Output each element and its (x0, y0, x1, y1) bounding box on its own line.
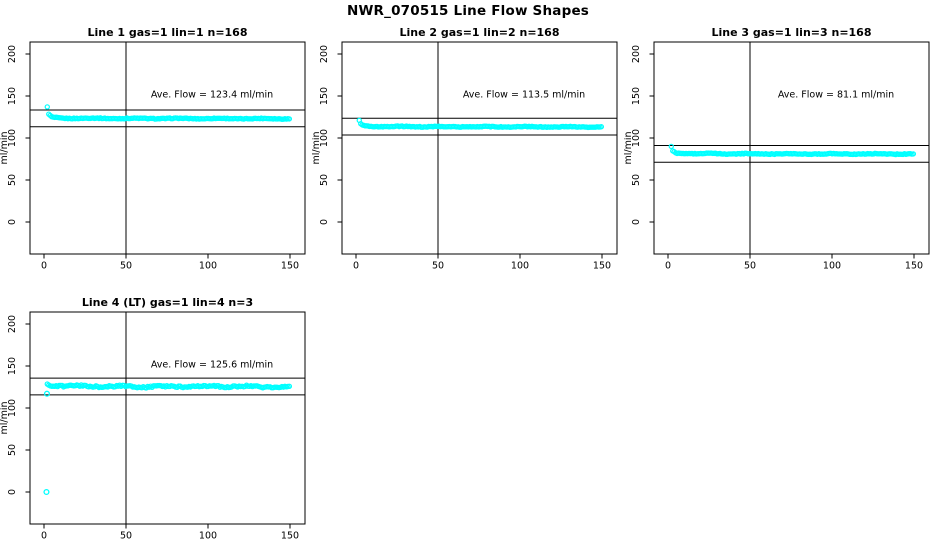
flow-panel-3: Line 3 gas=1 lin=3 n=168 0 50 100 150 200 ml/m… (623, 0, 936, 272)
y-tick-label: 100 (319, 129, 330, 147)
plot-border (341, 41, 618, 255)
x-tick-label: 0 (41, 531, 47, 540)
y-tick-label: 0 (631, 219, 642, 225)
x-tick-label: 100 (823, 261, 841, 271)
x-tick-label: 50 (120, 531, 132, 540)
y-axis-label: ml/min (0, 131, 10, 164)
x-tick-label: 100 (199, 531, 217, 540)
y-tick-label: 0 (7, 219, 18, 225)
data-points (356, 117, 605, 131)
average-flow-annotation: Ave. Flow = 123.4 ml/min (151, 90, 273, 101)
panel-title: Line 2 gas=1 lin=2 n=168 (399, 26, 559, 39)
panel-plot-2: Line 2 gas=1 lin=2 n=168 0 50 100 150 200 ml/m… (311, 26, 618, 272)
x-tick-label: 0 (41, 261, 47, 271)
plot-border (653, 41, 930, 255)
y-tick-label: 50 (7, 174, 18, 186)
data-points (668, 143, 917, 158)
panel-plot-3: Line 3 gas=1 lin=3 n=168 0 50 100 150 200 ml/m… (623, 26, 930, 272)
y-tick-label: 150 (319, 87, 330, 105)
panel-plot-4: Line 4 (LT) gas=1 lin=4 n=3 0 50 100 150 200 m… (0, 296, 306, 540)
flow-panel-1: Line 1 gas=1 lin=1 n=168 0 50 100 150 200 ml/m… (0, 0, 312, 272)
outlier-point (43, 390, 50, 397)
y-tick-label: 200 (7, 45, 18, 63)
y-tick-label: 50 (631, 174, 642, 186)
x-tick-label: 150 (281, 261, 299, 271)
y-tick-label: 200 (631, 45, 642, 63)
empty-panel (624, 270, 936, 540)
panel-plot-1: Line 1 gas=1 lin=1 n=168 0 50 100 150 200 ml/m… (0, 26, 306, 272)
panel-title: Line 3 gas=1 lin=3 n=168 (711, 26, 871, 39)
data-point (286, 383, 293, 389)
data-point (910, 151, 917, 157)
data-point (668, 143, 674, 150)
x-tick-label: 100 (199, 261, 217, 271)
y-axis-label: ml/min (0, 401, 10, 434)
plot-border (29, 41, 306, 255)
panel-title: Line 1 gas=1 lin=1 n=168 (87, 26, 247, 39)
outlier-point (43, 488, 50, 496)
y-tick-label: 150 (7, 357, 18, 375)
y-tick-label: 150 (7, 87, 18, 105)
data-points (43, 381, 293, 496)
y-axis-label: ml/min (624, 131, 634, 164)
flow-panel-2: Line 2 gas=1 lin=2 n=168 0 50 100 150 200 ml/m… (311, 0, 624, 272)
x-tick-label: 150 (905, 261, 923, 271)
y-tick-label: 0 (7, 489, 18, 495)
y-axis-label: ml/min (312, 131, 322, 164)
x-tick-label: 50 (120, 261, 132, 271)
x-tick-label: 150 (593, 261, 611, 271)
data-point (286, 116, 293, 122)
data-point (44, 104, 50, 110)
y-tick-label: 50 (319, 174, 330, 186)
panel-title: Line 4 (LT) gas=1 lin=4 n=3 (82, 296, 253, 309)
empty-panel (312, 270, 624, 540)
x-tick-label: 50 (432, 261, 444, 271)
y-tick-label: 200 (319, 45, 330, 63)
y-tick-label: 200 (7, 315, 18, 333)
x-tick-label: 150 (281, 531, 299, 540)
y-tick-label: 100 (631, 129, 642, 147)
data-points (44, 104, 293, 122)
x-tick-label: 0 (665, 261, 671, 271)
flow-panel-4: Line 4 (LT) gas=1 lin=4 n=3 0 50 100 150 200 m… (0, 270, 312, 540)
average-flow-annotation: Ave. Flow = 113.5 ml/min (463, 90, 585, 101)
x-tick-label: 0 (353, 261, 359, 271)
figure-title: NWR_070515 Line Flow Shapes (346, 3, 590, 19)
y-tick-label: 150 (631, 87, 642, 105)
plot-border (29, 311, 306, 525)
x-tick-label: 50 (744, 261, 756, 271)
x-tick-label: 100 (511, 261, 529, 271)
y-tick-label: 100 (7, 399, 18, 417)
y-tick-label: 100 (7, 129, 18, 147)
data-point (598, 124, 605, 130)
y-tick-label: 0 (319, 219, 330, 225)
average-flow-annotation: Ave. Flow = 125.6 ml/min (151, 360, 273, 371)
average-flow-annotation: Ave. Flow = 81.1 ml/min (778, 90, 894, 101)
y-tick-label: 50 (7, 444, 18, 456)
